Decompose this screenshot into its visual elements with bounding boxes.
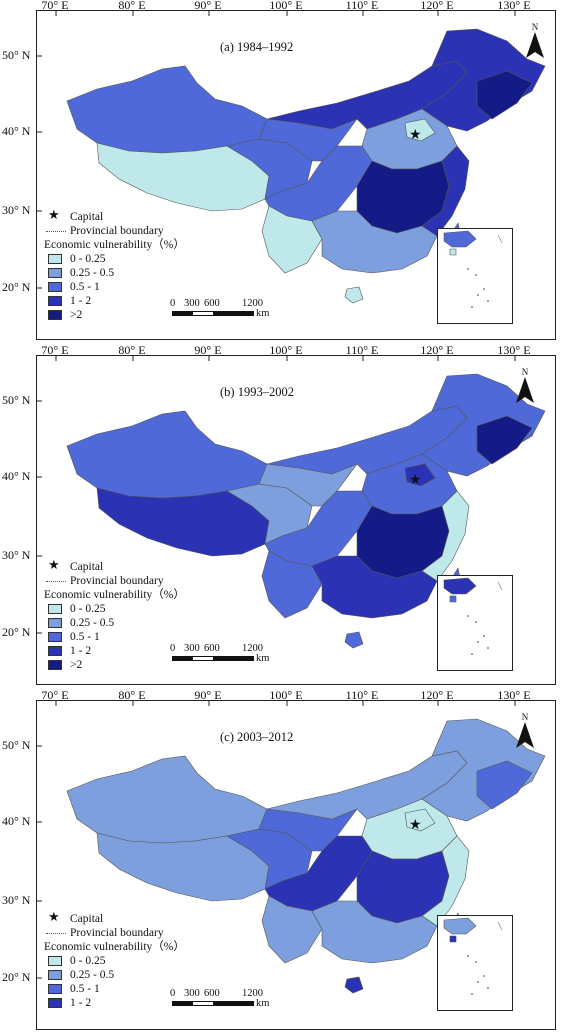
china-choropleth-map: ★ xyxy=(37,701,546,994)
lon-label: 80° E xyxy=(118,0,146,12)
region-hainan xyxy=(344,976,364,994)
lon-label: 70° E xyxy=(41,688,69,702)
lon-label: 90° E xyxy=(194,343,222,357)
lat-label: 30° N xyxy=(2,548,31,562)
lon-label: 100° E xyxy=(269,0,303,12)
lat-label: 30° N xyxy=(2,203,31,217)
lon-label: 70° E xyxy=(41,343,69,357)
china-choropleth-map: ★ xyxy=(37,356,546,649)
lon-label: 100° E xyxy=(269,343,303,357)
region-heilongjiang-east xyxy=(476,415,533,465)
lon-label: 130° E xyxy=(497,343,531,357)
map-frame: ★ xyxy=(36,10,556,340)
region-yunnan xyxy=(261,895,323,964)
lon-label: 70° E xyxy=(41,0,69,12)
longitude-axis-top: 70° E 80° E 90° E 100° E 110° E 120° E 1… xyxy=(0,688,562,702)
lon-label: 90° E xyxy=(194,688,222,702)
boundary-line-icon xyxy=(46,231,66,232)
map-panel-a: 70° E 80° E 90° E 100° E 110° E 120° E 1… xyxy=(0,0,562,345)
lon-label: 120° E xyxy=(420,343,454,357)
north-arrow-icon: N xyxy=(520,22,550,62)
lon-label: 80° E xyxy=(118,688,146,702)
region-heilongjiang-east xyxy=(476,70,533,120)
lon-label: 120° E xyxy=(420,688,454,702)
region-xinjiang xyxy=(66,410,268,499)
region-south xyxy=(311,555,438,619)
longitude-axis-top: 70° E 80° E 90° E 100° E 110° E 120° E 1… xyxy=(0,0,562,12)
lat-label: 40° N xyxy=(2,814,31,828)
lon-label: 80° E xyxy=(118,343,146,357)
north-label: N xyxy=(531,22,539,32)
south-china-sea-inset xyxy=(437,915,513,1011)
star-icon: ★ xyxy=(48,208,60,223)
north-arrow-icon: N xyxy=(510,367,540,407)
region-hainan xyxy=(344,286,364,304)
south-china-sea-inset xyxy=(437,575,513,671)
lat-label: 50° N xyxy=(2,48,31,62)
lat-label: 20° N xyxy=(2,625,31,639)
south-china-sea-inset xyxy=(437,228,513,324)
lat-label: 40° N xyxy=(2,469,31,483)
boundary-line-icon xyxy=(46,933,66,934)
region-yunnan xyxy=(261,205,323,274)
region-south xyxy=(311,210,438,274)
panel-title: (a) 1984–1992 xyxy=(220,40,294,54)
region-east-coast xyxy=(421,490,470,582)
north-arrow-icon: N xyxy=(510,712,540,752)
capital-star-icon: ★ xyxy=(409,127,422,143)
map-panel-b: 70° E 80° E 90° E 100° E 110° E 120° E 1… xyxy=(0,343,562,690)
panel-title: (c) 2003–2012 xyxy=(220,730,294,744)
region-yunnan xyxy=(261,550,323,619)
lon-label: 130° E xyxy=(497,688,531,702)
region-beijing-tianjin xyxy=(404,118,436,142)
region-beijing-tianjin xyxy=(404,808,436,832)
lon-label: 90° E xyxy=(194,0,222,12)
star-icon: ★ xyxy=(48,558,60,573)
longitude-axis-top: 70° E 80° E 90° E 100° E 110° E 120° E 1… xyxy=(0,343,562,357)
region-xinjiang xyxy=(66,65,268,154)
lat-label: 50° N xyxy=(2,393,31,407)
map-frame: ★ xyxy=(36,700,556,1030)
lon-label: 100° E xyxy=(269,688,303,702)
lon-label: 110° E xyxy=(345,688,379,702)
lat-label: 20° N xyxy=(2,280,31,294)
china-choropleth-map: ★ xyxy=(37,11,546,304)
lat-label: 20° N xyxy=(2,970,31,984)
boundary-line-icon xyxy=(46,581,66,582)
map-panel-c: 70° E 80° E 90° E 100° E 110° E 120° E 1… xyxy=(0,688,562,1035)
region-xinjiang xyxy=(66,755,268,844)
capital-star-icon: ★ xyxy=(409,817,422,833)
star-icon: ★ xyxy=(48,910,60,925)
panel-title: (b) 1993–2002 xyxy=(220,385,294,399)
region-hainan xyxy=(344,631,364,649)
capital-star-icon: ★ xyxy=(409,472,422,488)
lon-label: 120° E xyxy=(420,0,454,12)
lat-label: 40° N xyxy=(2,124,31,138)
lon-label: 110° E xyxy=(345,0,379,12)
region-east-coast xyxy=(421,145,470,237)
lon-label: 110° E xyxy=(345,343,379,357)
lat-label: 50° N xyxy=(2,738,31,752)
lat-label: 30° N xyxy=(2,893,31,907)
north-label: N xyxy=(521,712,529,722)
north-label: N xyxy=(521,367,529,377)
region-south xyxy=(311,900,438,964)
region-beijing-tianjin xyxy=(404,463,436,487)
region-heilongjiang-east xyxy=(476,760,533,810)
lon-label: 130° E xyxy=(497,0,531,12)
